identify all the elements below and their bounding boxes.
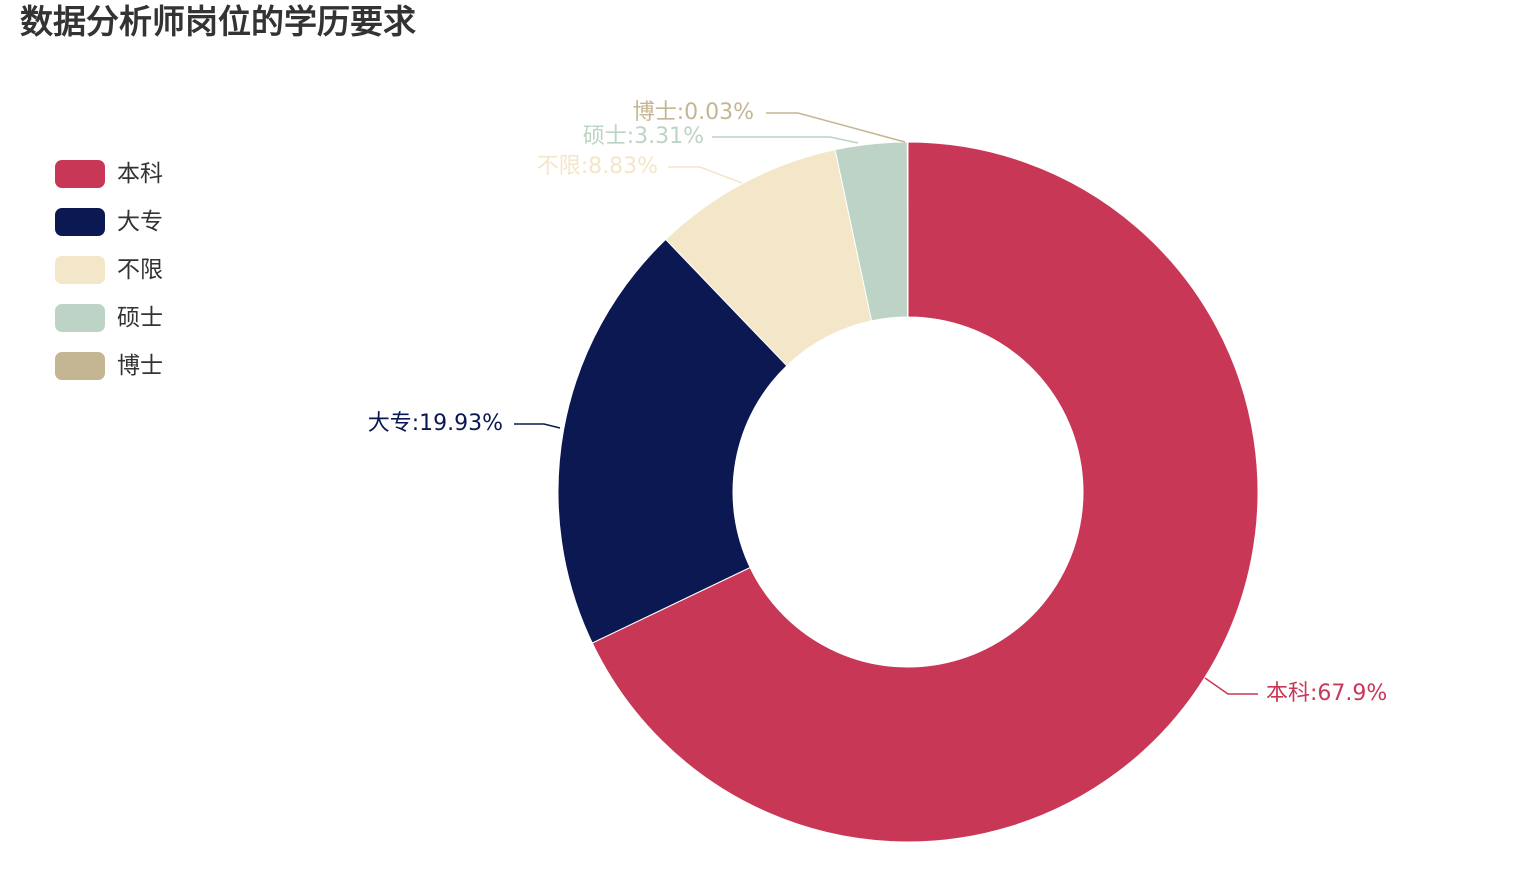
slice-label-buxian: 不限:8.83% bbox=[537, 154, 658, 179]
legend-swatch-dazhuan bbox=[55, 208, 105, 236]
label-line-dazhuan bbox=[514, 423, 561, 429]
legend-item-dazhuan[interactable]: 大专 bbox=[55, 198, 163, 246]
legend-label-buxian: 不限 bbox=[117, 257, 163, 283]
legend-item-shuoshi[interactable]: 硕士 bbox=[55, 294, 163, 342]
legend-swatch-buxian bbox=[55, 256, 105, 284]
slice-label-benke: 本科:67.9% bbox=[1266, 681, 1387, 706]
legend-swatch-shuoshi bbox=[55, 304, 105, 332]
chart-title: 数据分析师岗位的学历要求 bbox=[20, 2, 416, 41]
legend-label-boshi: 博士 bbox=[117, 353, 163, 379]
legend-label-benke: 本科 bbox=[117, 161, 163, 187]
label-line-benke bbox=[1204, 677, 1258, 695]
slice-dazhuan[interactable] bbox=[557, 238, 788, 644]
legend-swatch-boshi bbox=[55, 352, 105, 380]
label-line-shuoshi bbox=[712, 136, 859, 144]
legend-label-dazhuan: 大专 bbox=[117, 209, 163, 235]
legend-item-benke[interactable]: 本科 bbox=[55, 150, 163, 198]
slice-boshi[interactable] bbox=[906, 141, 909, 318]
label-line-boshi bbox=[766, 112, 906, 143]
legend-item-buxian[interactable]: 不限 bbox=[55, 246, 163, 294]
legend-swatch-benke bbox=[55, 160, 105, 188]
legend-label-shuoshi: 硕士 bbox=[117, 305, 163, 331]
label-line-buxian bbox=[668, 166, 743, 184]
legend: 本科 大专 不限 硕士 博士 bbox=[55, 150, 163, 390]
slice-label-shuoshi: 硕士:3.31% bbox=[583, 124, 704, 149]
slice-benke[interactable] bbox=[591, 141, 1259, 843]
slice-label-boshi: 博士:0.03% bbox=[633, 100, 754, 125]
legend-item-boshi[interactable]: 博士 bbox=[55, 342, 163, 390]
slice-label-dazhuan: 大专:19.93% bbox=[368, 411, 503, 436]
